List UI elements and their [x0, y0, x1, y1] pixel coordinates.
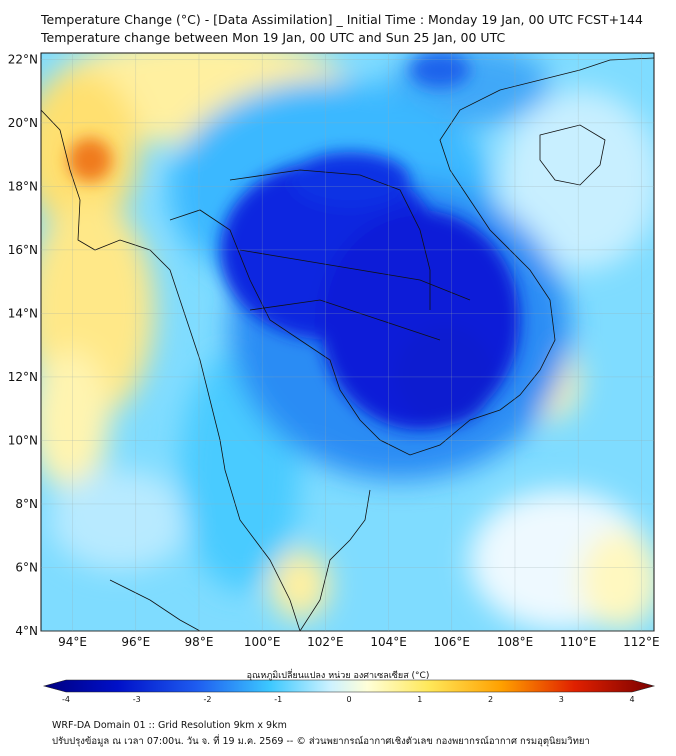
lon-label: 110°E	[560, 635, 597, 649]
lon-label: 112°E	[623, 635, 660, 649]
colorbar-tick-label: -1	[274, 695, 282, 704]
colorbar-title: อุณหภูมิเปลี่ยนแปลง หน่วย องศาเซลเซียส (…	[246, 671, 430, 681]
colorbar-tick-label: -2	[204, 695, 212, 704]
lon-label: 96°E	[121, 635, 150, 649]
lat-label: 14°N	[8, 306, 38, 320]
map-title: Temperature Change (°C) - [Data Assimila…	[41, 12, 643, 27]
map-subtitle: Temperature change between Mon 19 Jan, 0…	[41, 30, 506, 45]
longitude-labels: 94°E 96°E 98°E 100°E 102°E 104°E 106°E 108°E 110…	[58, 635, 659, 649]
colorbar-tick-label: -4	[62, 695, 70, 704]
lat-label: 6°N	[15, 560, 38, 574]
colorbar-tick-label: 2	[488, 695, 493, 704]
lon-label: 108°E	[497, 635, 534, 649]
lat-label: 4°N	[15, 624, 38, 638]
colorbar-tick-label: -3	[133, 695, 141, 704]
colorbar-tick-label: 0	[346, 695, 351, 704]
lon-label: 102°E	[307, 635, 344, 649]
colorbar-tick-label: 3	[559, 695, 564, 704]
temperature-field	[41, 53, 654, 631]
graticule	[41, 53, 654, 632]
lat-label: 8°N	[15, 497, 38, 511]
lat-label: 12°N	[8, 370, 38, 384]
lat-label: 22°N	[8, 52, 38, 66]
lon-label: 104°E	[370, 635, 407, 649]
model-info: WRF-DA Domain 01 :: Grid Resolution 9km …	[52, 720, 287, 731]
lat-label: 10°N	[8, 433, 38, 447]
lat-label: 18°N	[8, 179, 38, 193]
credit-line: ปรับปรุงข้อมูล ณ เวลา 07:00น. วัน จ. ที่…	[52, 736, 590, 747]
lat-label: 20°N	[8, 116, 38, 130]
colorbar: -4 -3 -2 -1 0 1 2 3 4	[42, 679, 656, 704]
lon-label: 98°E	[185, 635, 214, 649]
lon-label: 94°E	[58, 635, 87, 649]
lon-label: 100°E	[244, 635, 281, 649]
lon-label: 106°E	[434, 635, 471, 649]
colorbar-tick-label: 1	[417, 695, 422, 704]
lat-label: 16°N	[8, 243, 38, 257]
colorbar-tick-label: 4	[629, 695, 634, 704]
latitude-labels: 22°N 20°N 18°N 16°N 14°N 12°N 10°N 8°N 6°N 4°N	[8, 52, 38, 638]
